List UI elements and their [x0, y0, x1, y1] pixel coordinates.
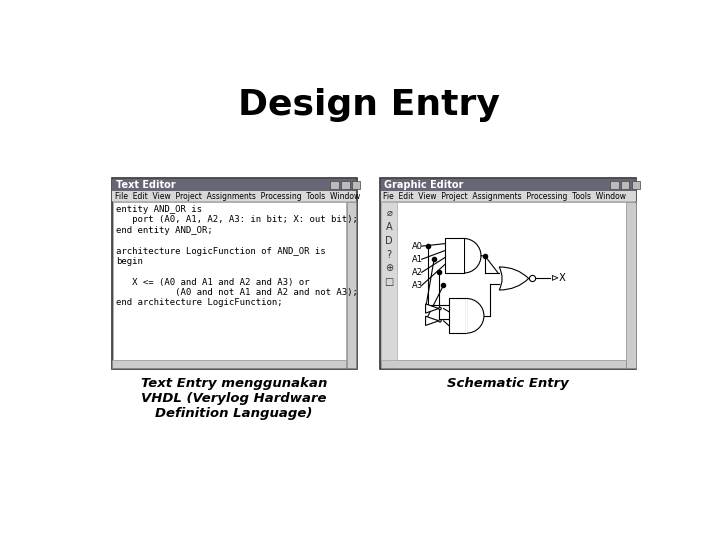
Bar [346, 202, 356, 368]
Text: A2: A2 [413, 268, 423, 277]
Bar [626, 202, 636, 368]
Text: Design Entry: Design Entry [238, 88, 500, 122]
Bar [381, 361, 626, 368]
Bar [445, 239, 464, 273]
Polygon shape [426, 316, 438, 326]
Bar [449, 299, 467, 333]
Bar [341, 181, 350, 189]
Circle shape [438, 320, 441, 322]
Bar [380, 178, 636, 369]
PathPatch shape [499, 267, 528, 290]
Text: ⌀: ⌀ [386, 208, 392, 218]
Bar [382, 202, 397, 360]
Bar [112, 178, 356, 369]
Bar [631, 181, 640, 189]
Bar [352, 181, 361, 189]
Text: ⊕: ⊕ [385, 264, 393, 273]
Bar [381, 179, 636, 191]
Text: entity AND_OR is: entity AND_OR is [117, 205, 202, 214]
Bar [621, 181, 629, 189]
Circle shape [438, 307, 441, 310]
Circle shape [529, 275, 536, 281]
Text: end entity AND_OR;: end entity AND_OR; [117, 226, 213, 235]
Text: A1: A1 [413, 255, 423, 264]
Bar [112, 179, 356, 191]
Text: Schematic Entry: Schematic Entry [447, 377, 569, 390]
Text: Text Entry menggunakan
VHDL (Verylog Hardware
Definition Language): Text Entry menggunakan VHDL (Verylog Har… [141, 377, 328, 420]
Text: D: D [385, 236, 393, 246]
Bar [382, 202, 626, 360]
Bar [112, 361, 346, 368]
Bar [112, 191, 356, 201]
Text: □: □ [384, 278, 394, 287]
Text: begin: begin [117, 257, 143, 266]
Text: ?: ? [387, 249, 392, 260]
Text: Text Editor: Text Editor [116, 180, 175, 190]
Bar [113, 202, 346, 360]
Text: A0: A0 [413, 241, 423, 251]
Text: File  Edit  View  Project  Assignments  Processing  Tools  Window: File Edit View Project Assignments Proce… [114, 192, 360, 200]
Text: Graphic Editor: Graphic Editor [384, 180, 463, 190]
Text: Fie  Edit  View  Project  Assignments  Processing  Tools  Window: Fie Edit View Project Assignments Proces… [383, 192, 626, 200]
Bar [610, 181, 618, 189]
Text: A: A [386, 222, 392, 232]
Text: A3: A3 [413, 281, 423, 290]
Bar [330, 181, 339, 189]
Polygon shape [426, 304, 438, 313]
Text: architecture LogicFunction of AND_OR is: architecture LogicFunction of AND_OR is [117, 247, 326, 255]
Text: end architecture LogicFunction;: end architecture LogicFunction; [117, 299, 283, 307]
Bar [381, 191, 636, 201]
Text: ⊳X: ⊳X [551, 273, 566, 284]
Text: port (A0, A1, A2, A3: in bit; X: out bit);: port (A0, A1, A2, A3: in bit; X: out bit… [117, 215, 359, 224]
Text: (A0 and not A1 and A2 and not A3);: (A0 and not A1 and A2 and not A3); [117, 288, 359, 297]
Text: X <= (A0 and A1 and A2 and A3) or: X <= (A0 and A1 and A2 and A3) or [117, 278, 310, 287]
